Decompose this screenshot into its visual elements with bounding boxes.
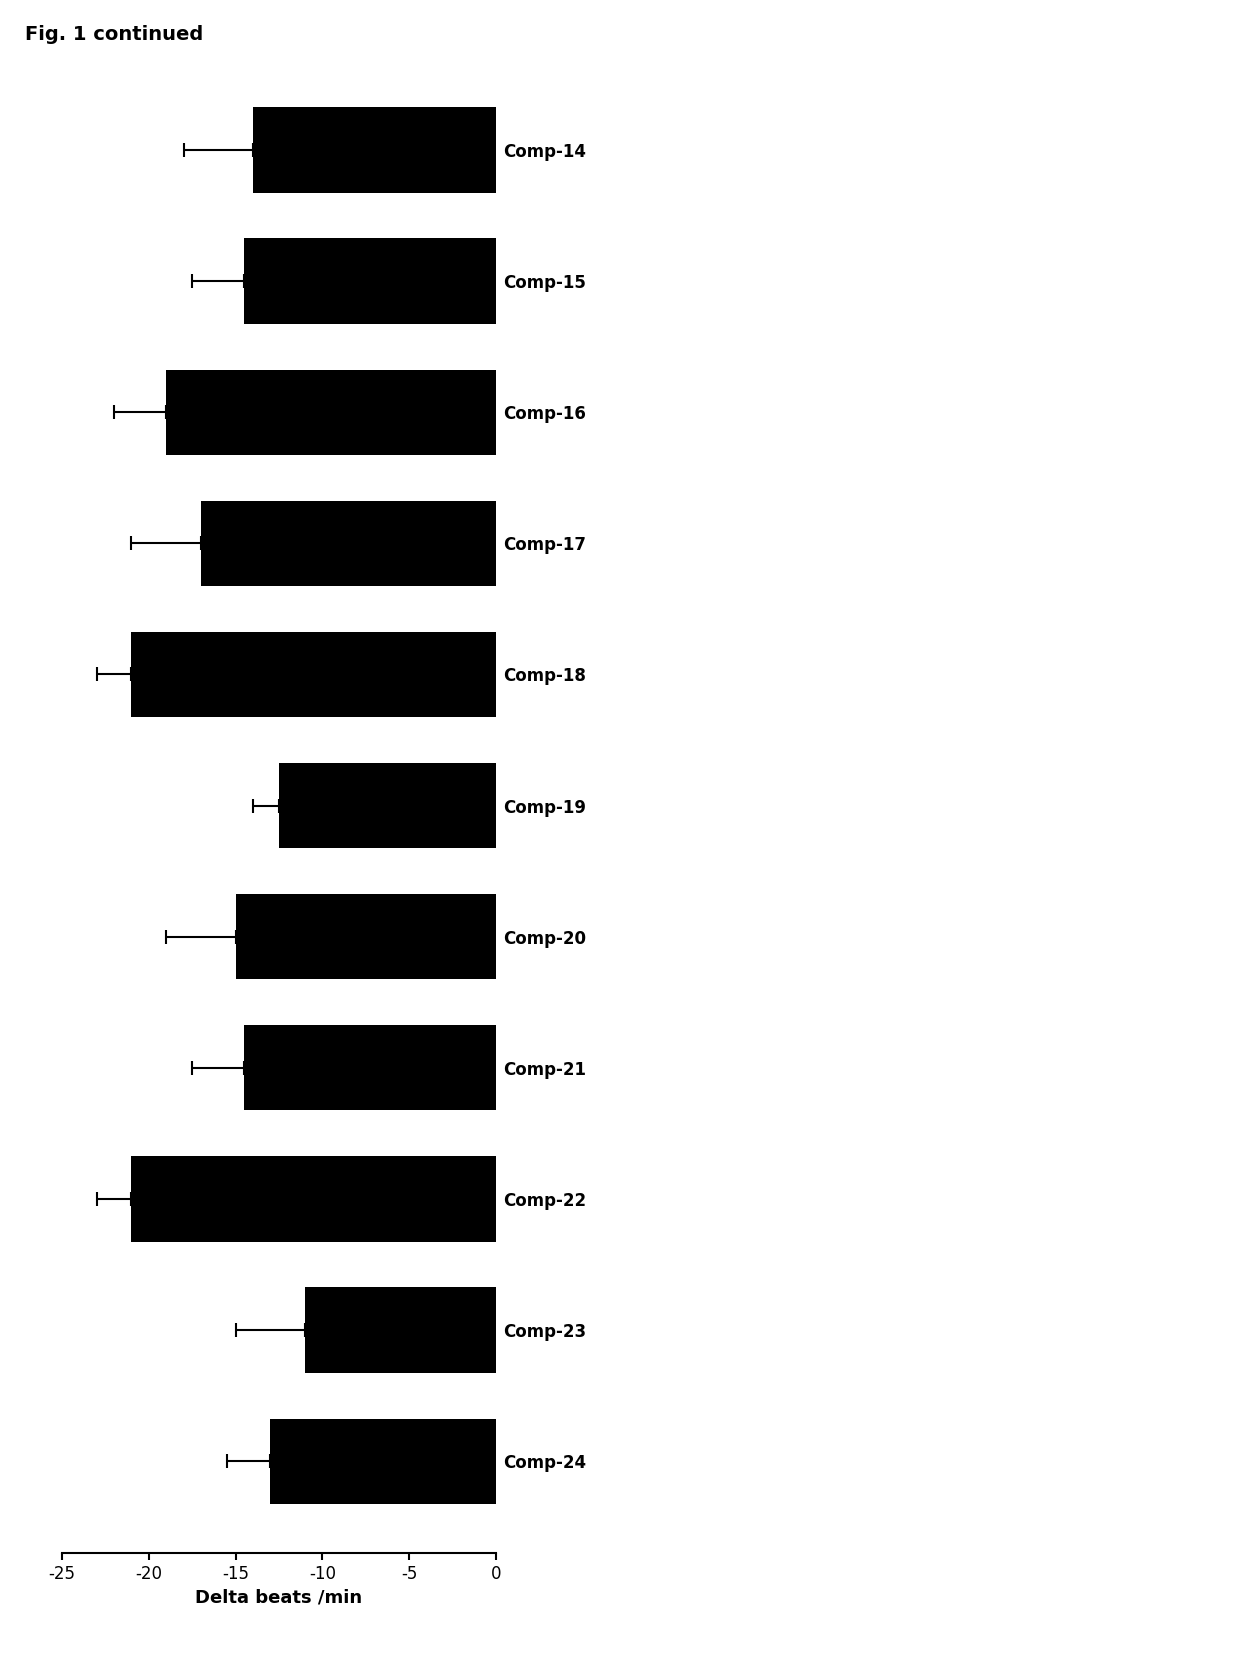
Bar	[131, 631, 496, 718]
Bar	[201, 500, 496, 586]
Bar	[244, 1025, 496, 1111]
Bar	[279, 762, 496, 849]
Bar	[244, 239, 496, 324]
X-axis label: Delta beats /min: Delta beats /min	[196, 1588, 362, 1606]
Bar	[305, 1287, 496, 1372]
Text: Fig. 1 continued: Fig. 1 continued	[25, 25, 203, 43]
Bar	[131, 1156, 496, 1241]
Bar	[253, 108, 496, 193]
Bar	[270, 1418, 496, 1503]
Bar	[166, 370, 496, 455]
Bar	[236, 894, 496, 980]
